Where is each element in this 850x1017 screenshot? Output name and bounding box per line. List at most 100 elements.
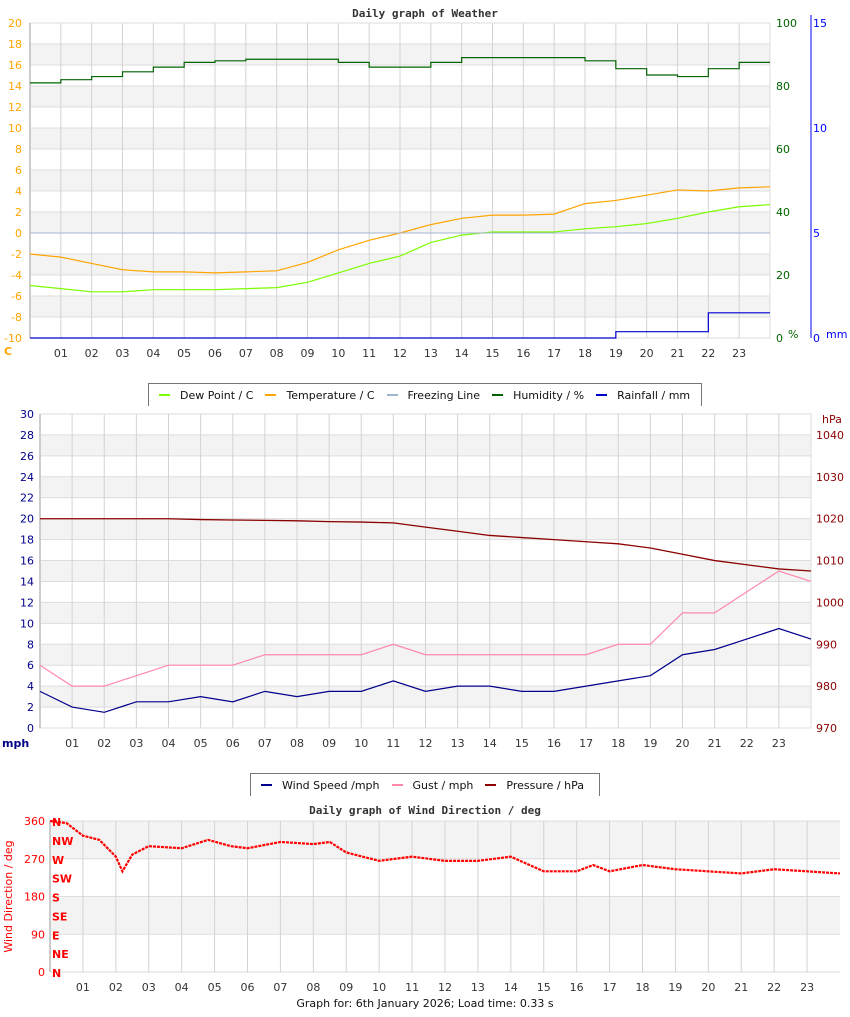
rain-y-tick: 10	[813, 122, 827, 135]
legend-dew-point: Dew Point / C	[159, 389, 253, 402]
pressure-y-tick: 980	[816, 680, 837, 693]
winddir-x-tick: 20	[701, 981, 715, 994]
winddir-x-tick: 19	[668, 981, 682, 994]
wind-y-tick: 16	[20, 555, 34, 568]
legend-humidity: Humidity / %	[492, 389, 584, 402]
temp-y-tick: 20	[8, 17, 22, 30]
wind-y-tick: 20	[20, 513, 34, 526]
legend-rainfall: Rainfall / mm	[596, 389, 690, 402]
wind-x-tick: 05	[194, 737, 208, 750]
winddir-x-tick: 12	[438, 981, 452, 994]
wind-x-tick: 04	[162, 737, 176, 750]
wind-x-tick: 22	[740, 737, 754, 750]
temp-y-tick: 2	[15, 206, 22, 219]
wind-y-tick: 2	[27, 701, 34, 714]
rain-y-tick: 0	[813, 332, 820, 345]
compass-label: N	[52, 967, 61, 980]
pressure-y-tick: 970	[816, 722, 837, 735]
wind-y-tick: 8	[27, 638, 34, 651]
weather-x-tick: 21	[671, 347, 685, 360]
wind-x-tick: 18	[611, 737, 625, 750]
pressure-line	[40, 518, 812, 572]
weather-x-tick: 23	[732, 347, 746, 360]
humidity-y-tick: 20	[776, 269, 790, 282]
compass-label: SE	[52, 910, 67, 923]
weather-x-tick: 09	[301, 347, 315, 360]
chart-title-wind-direction: Daily graph of Wind Direction / deg	[309, 804, 541, 817]
wind-y-tick: 18	[20, 534, 34, 547]
wind-x-tick: 14	[483, 737, 497, 750]
humidity-y-tick: 0	[776, 332, 783, 345]
wind-x-tick: 08	[290, 737, 304, 750]
temp-y-tick: 6	[15, 164, 22, 177]
weather-x-tick: 03	[116, 347, 130, 360]
legend-pressure: Pressure / hPa	[485, 779, 584, 792]
temp-y-tick: -4	[11, 269, 22, 282]
weather-x-tick: 05	[177, 347, 191, 360]
winddir-y-tick: 90	[31, 928, 45, 941]
rain-y-tick: 15	[813, 17, 827, 30]
footer-text: Graph for: 6th January 2026; Load time: …	[296, 997, 554, 1010]
winddir-y-tick: 360	[24, 815, 45, 828]
weather-x-tick: 15	[486, 347, 500, 360]
wind-x-tick: 13	[451, 737, 465, 750]
compass-label: W	[52, 854, 64, 867]
humidity-y-tick: 40	[776, 206, 790, 219]
winddir-x-tick: 07	[273, 981, 287, 994]
weather-x-tick: 17	[547, 347, 561, 360]
wind-x-tick: 01	[65, 737, 79, 750]
winddir-x-tick: 15	[537, 981, 551, 994]
winddir-x-tick: 21	[734, 981, 748, 994]
compass-label: E	[52, 929, 60, 942]
wind-y-tick: 10	[20, 617, 34, 630]
weather-x-tick: 06	[208, 347, 222, 360]
wind-x-tick: 06	[226, 737, 240, 750]
pressure-y-tick: 1020	[816, 513, 844, 526]
wind-x-tick: 19	[643, 737, 657, 750]
winddir-x-tick: 10	[372, 981, 386, 994]
temp-axis-label: C	[4, 345, 12, 358]
temp-y-tick: -6	[11, 290, 22, 303]
pressure-y-tick: 1030	[816, 471, 844, 484]
wind-x-tick: 23	[772, 737, 786, 750]
temp-y-tick: 14	[8, 80, 22, 93]
wind-x-tick: 12	[419, 737, 433, 750]
weather-x-tick: 13	[424, 347, 438, 360]
wind-x-tick: 02	[97, 737, 111, 750]
humidity-y-tick: 100	[776, 17, 797, 30]
wind-y-tick: 28	[20, 429, 34, 442]
wind-axis-label: mph	[2, 737, 29, 750]
wind-x-tick: 07	[258, 737, 272, 750]
winddir-x-tick: 04	[175, 981, 189, 994]
pressure-y-tick: 990	[816, 638, 837, 651]
weather-x-tick: 22	[701, 347, 715, 360]
compass-label: S	[52, 892, 60, 905]
wind-x-tick: 15	[515, 737, 529, 750]
winddir-y-tick: 270	[24, 853, 45, 866]
compass-label: SW	[52, 873, 72, 886]
weather-x-tick: 08	[270, 347, 284, 360]
wind-x-tick: 11	[386, 737, 400, 750]
temp-y-tick: 10	[8, 122, 22, 135]
winddir-x-tick: 16	[570, 981, 584, 994]
pressure-y-tick: 1010	[816, 555, 844, 568]
compass-label: NW	[52, 835, 73, 848]
weather-x-tick: 12	[393, 347, 407, 360]
weather-x-tick: 07	[239, 347, 253, 360]
temp-y-tick: 12	[8, 101, 22, 114]
weather-x-tick: 14	[455, 347, 469, 360]
legend-label: Pressure / hPa	[506, 778, 584, 792]
dew-point-line	[29, 204, 771, 293]
humidity-axis-label: %	[788, 328, 798, 341]
chart-title-weather: Daily graph of Weather	[352, 7, 498, 20]
winddir-x-tick: 08	[306, 981, 320, 994]
wind-y-tick: 4	[27, 680, 34, 693]
winddir-x-tick: 06	[241, 981, 255, 994]
winddir-x-tick: 22	[767, 981, 781, 994]
legend-gust: Gust / mph	[391, 779, 473, 792]
wind-x-tick: 16	[547, 737, 561, 750]
winddir-x-tick: 01	[76, 981, 90, 994]
legend-label: Wind Speed /mph	[282, 778, 380, 792]
weather-x-tick: 18	[578, 347, 592, 360]
